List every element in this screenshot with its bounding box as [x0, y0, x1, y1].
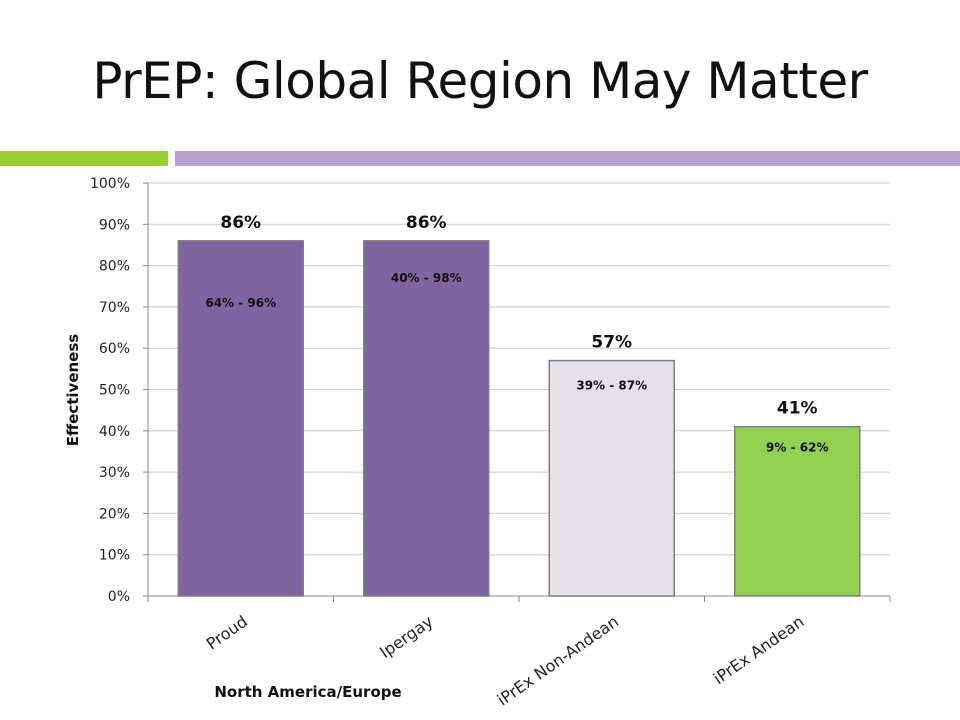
bar-iprex-non-andean — [548, 359, 675, 597]
accent-rule-purple — [175, 151, 960, 166]
y-tick-label: 40% — [99, 424, 130, 440]
ci-label: 9% - 62% — [766, 440, 828, 454]
bar-proud — [177, 240, 304, 597]
y-axis-title: Effectiveness — [64, 334, 82, 447]
category-label: iPrEx Non-Andean — [494, 612, 622, 710]
value-label: 57% — [591, 333, 632, 353]
ci-label: 39% - 87% — [576, 379, 647, 393]
accent-rule-green — [0, 151, 168, 166]
y-tick-label: 10% — [99, 548, 130, 564]
y-tick-label: 0% — [108, 589, 130, 605]
slide-title: PrEP: Global Region May Matter — [92, 52, 868, 110]
ci-label: 40% - 98% — [391, 271, 462, 285]
y-tick-label: 30% — [99, 465, 130, 481]
y-tick-label: 80% — [99, 259, 130, 275]
y-tick-label: 70% — [99, 300, 130, 316]
y-tick-label: 90% — [99, 217, 130, 233]
value-label: 86% — [220, 213, 261, 233]
category-label: iPrEx Andean — [710, 612, 808, 688]
bar-ipergay — [363, 240, 490, 597]
x-axis-title: North America/Europe — [214, 683, 401, 701]
y-tick-label: 100% — [90, 176, 130, 192]
bar-layer — [177, 240, 861, 597]
bar-iprex-andean — [734, 425, 861, 597]
category-label: Proud — [203, 612, 251, 654]
y-tick-label: 20% — [99, 506, 130, 522]
value-label: 86% — [406, 213, 447, 233]
value-label: 41% — [777, 399, 818, 419]
y-tick-label: 50% — [99, 383, 130, 399]
y-tick-label: 60% — [99, 341, 130, 357]
category-label: Ipergay — [376, 612, 436, 662]
ci-label: 64% - 96% — [205, 296, 276, 310]
